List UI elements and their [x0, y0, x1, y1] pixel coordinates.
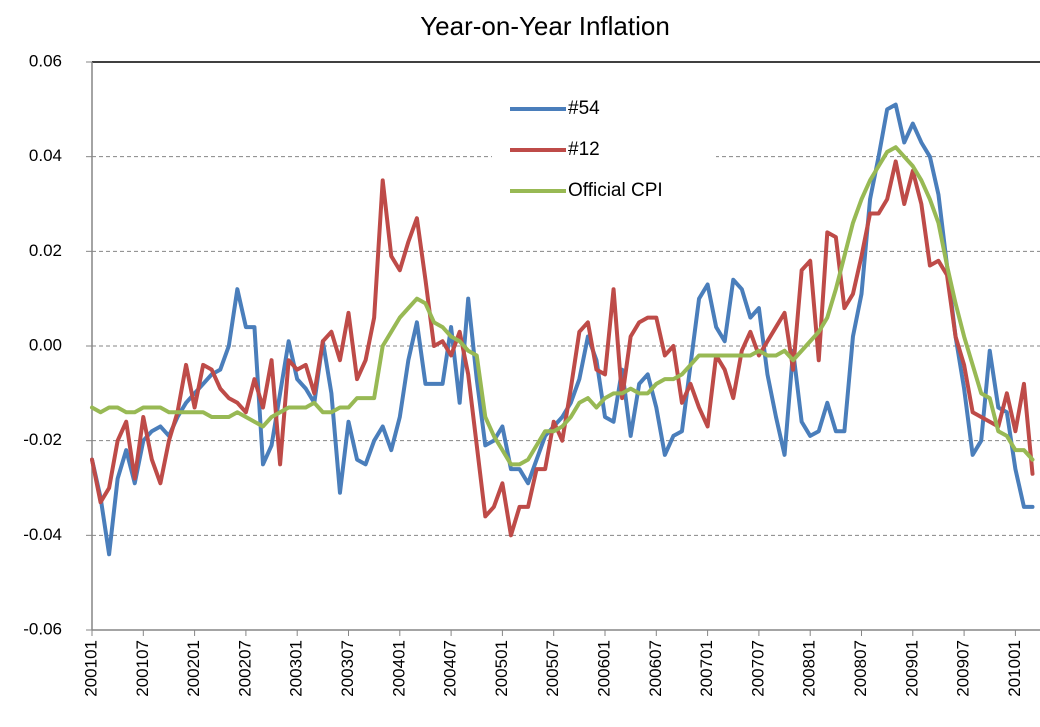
x-tick-label: 200907 — [954, 640, 973, 697]
x-tick-label: 200701 — [697, 640, 716, 697]
x-tick-label: 201001 — [1005, 640, 1024, 697]
x-tick-label: 200807 — [851, 640, 870, 697]
x-tick-label: 200901 — [902, 640, 921, 697]
chart-title: Year-on-Year Inflation — [420, 11, 670, 41]
y-tick-label: 0.00 — [29, 335, 62, 354]
legend-label: #12 — [568, 139, 600, 160]
axes: -0.06 -0.04 -0.02 0.00 0.02 0.04 0.06 200101 200… — [23, 51, 1040, 697]
x-tick-label: 200401 — [389, 640, 408, 697]
x-tick-label: 200407 — [441, 640, 460, 697]
x-tick-label: 200707 — [748, 640, 767, 697]
series — [90, 102, 1035, 557]
legend-label: Official CPI — [568, 180, 663, 201]
x-tick-label: 200301 — [287, 640, 306, 697]
x-tick-label: 200307 — [338, 640, 357, 697]
x-tick-label: 200501 — [492, 640, 511, 697]
legend-label: #54 — [568, 98, 600, 119]
x-tick-label: 200207 — [235, 640, 254, 697]
y-tick-label: -0.04 — [23, 525, 62, 544]
x-tick-label: 200601 — [594, 640, 613, 697]
legend-box — [492, 92, 716, 214]
x-tick-label: 200801 — [800, 640, 819, 697]
x-tick-label: 200507 — [543, 640, 562, 697]
y-tick-label: -0.06 — [23, 619, 62, 638]
legend: #54 #12 Official CPI — [492, 92, 716, 214]
y-tick-label: 0.04 — [29, 146, 62, 165]
x-tick-label: 200201 — [184, 640, 203, 697]
y-tick-label: 0.06 — [29, 51, 62, 70]
x-tick-label: 200607 — [646, 640, 665, 697]
y-tick-label: -0.02 — [23, 430, 62, 449]
y-tick-label: 0.02 — [29, 241, 62, 260]
x-tick-label: 200101 — [81, 640, 100, 697]
series-line — [90, 159, 1035, 538]
series-line — [90, 145, 1035, 467]
grid — [92, 61, 1040, 536]
x-tick-label: 200107 — [133, 640, 152, 697]
